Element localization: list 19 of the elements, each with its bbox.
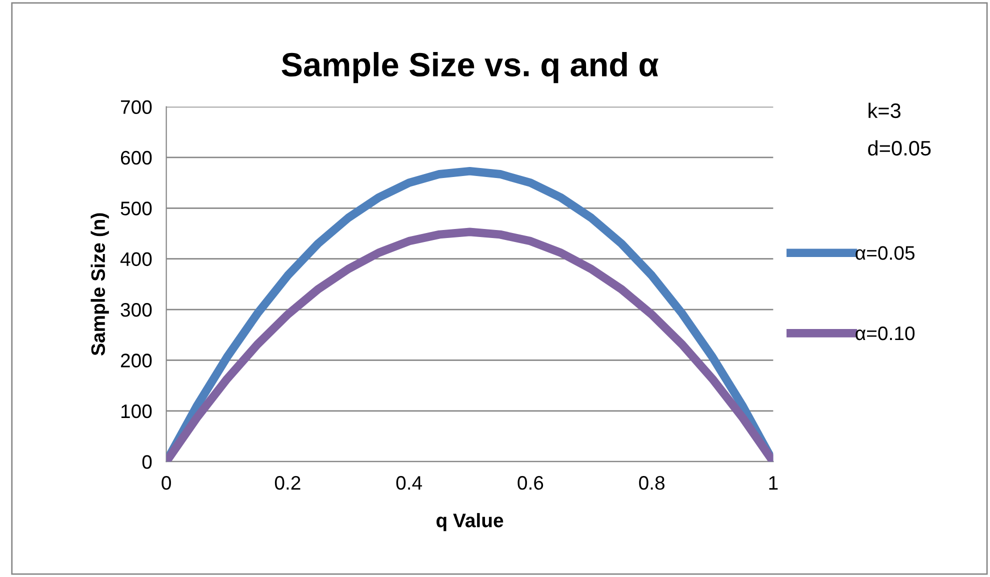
y-axis-title: Sample Size (n)	[90, 213, 109, 356]
y-tick-label: 0	[142, 455, 152, 469]
chart-title: Sample Size vs. q and α	[282, 52, 658, 84]
x-tick-label: 0.4	[396, 476, 422, 490]
x-tick-label: 0.6	[518, 476, 544, 490]
y-tick-label: 400	[120, 252, 152, 266]
y-tick-label: 100	[121, 404, 152, 418]
x-tick-label: 0.8	[639, 476, 664, 490]
y-tick-label: 600	[120, 150, 152, 165]
text: d=0.05	[868, 140, 931, 156]
x-tick-label: 0.2	[274, 476, 300, 490]
x-axis-title: q Value	[436, 513, 504, 532]
y-tick-label: 300	[120, 302, 152, 317]
y-tick-label: 500	[120, 202, 152, 216]
x-tick-label: 1	[769, 476, 778, 490]
x-tick-label: 0	[162, 476, 171, 490]
y-tick-label: 200	[120, 354, 152, 368]
text: k=3	[868, 102, 900, 118]
y-tick-label: 700	[120, 100, 152, 114]
